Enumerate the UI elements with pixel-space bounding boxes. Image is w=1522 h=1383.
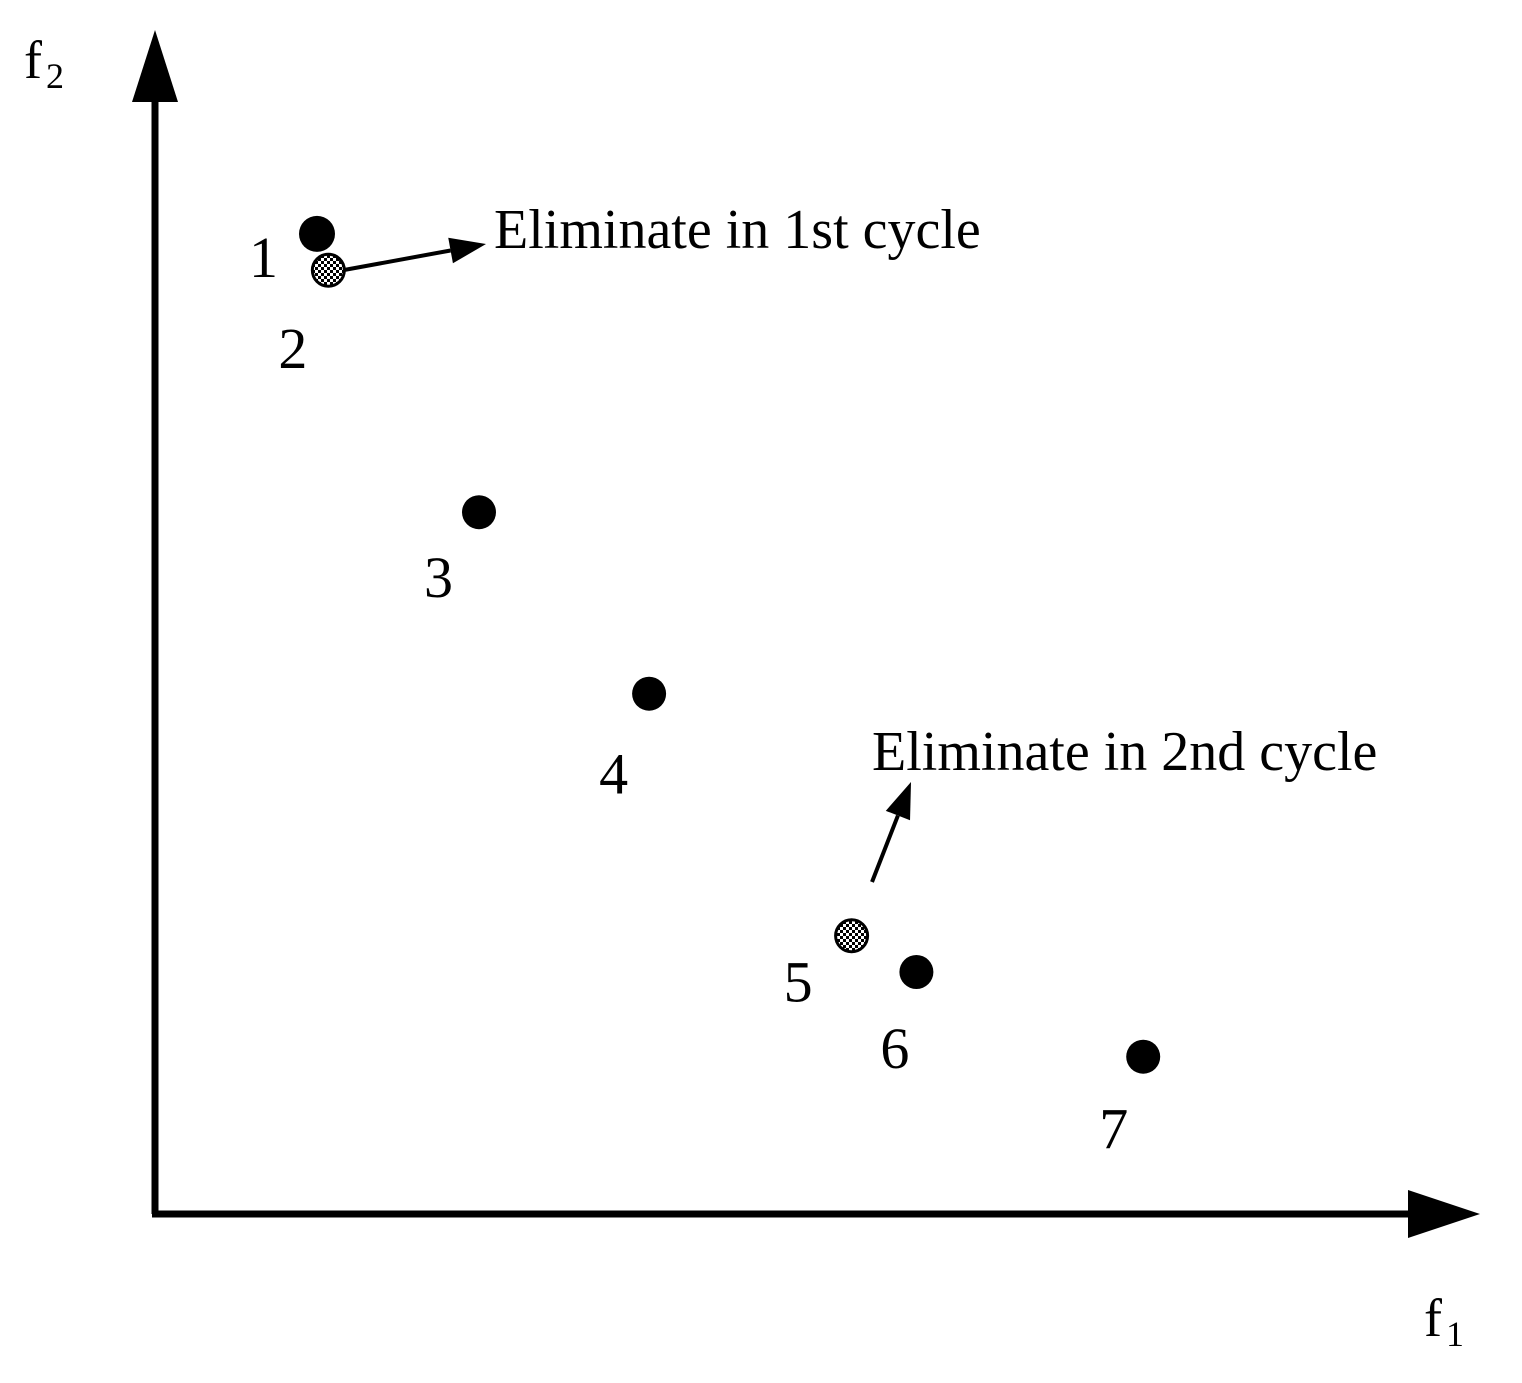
point-label-6: 6 xyxy=(880,1016,909,1081)
annotation-text-2: Eliminate in 2nd cycle xyxy=(872,721,1377,783)
y-axis-arrowhead xyxy=(132,30,178,102)
point-marker-2 xyxy=(310,252,346,288)
annotation-arrowhead-2 xyxy=(885,782,911,821)
point-label-7: 7 xyxy=(1099,1097,1128,1162)
annotation-arrow-2 xyxy=(870,814,900,883)
point-marker-7 xyxy=(1126,1039,1161,1074)
point-label-5: 5 xyxy=(784,950,813,1015)
point-label-4: 4 xyxy=(599,742,628,807)
point-label-3: 3 xyxy=(424,545,453,610)
annotation-text-1: Eliminate in 1st cycle xyxy=(494,199,981,261)
point-marker-3 xyxy=(462,495,496,530)
annotation-layer: Eliminate in 1st cycle Eliminate in 2nd c… xyxy=(343,199,1377,883)
point-marker-5 xyxy=(834,918,870,954)
x-axis-arrowhead xyxy=(1408,1190,1480,1238)
point-label-1: 1 xyxy=(249,225,278,290)
point-marker-1 xyxy=(299,215,335,252)
points-layer: 12 3 4 5 6 7 xyxy=(249,215,1161,1162)
annotation-arrow-1 xyxy=(343,248,451,272)
point-label-2: 2 xyxy=(278,316,307,381)
point-marker-6 xyxy=(899,955,934,989)
point-marker-4 xyxy=(632,676,667,711)
annotation-arrowhead-1 xyxy=(448,237,486,264)
